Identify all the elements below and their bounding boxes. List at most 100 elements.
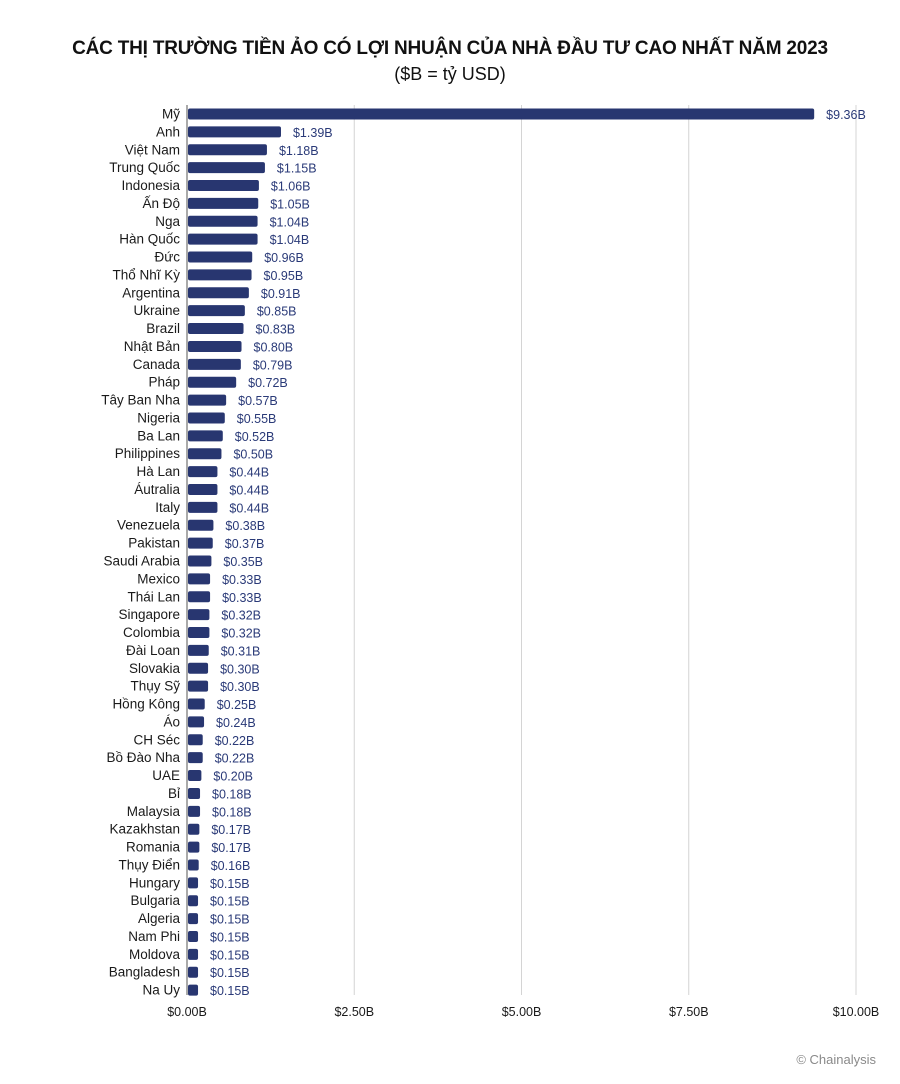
value-label: $0.22B (215, 734, 255, 748)
category-label: Nigeria (137, 410, 180, 425)
category-label: CH Séc (133, 732, 180, 747)
value-label: $1.18B (279, 144, 319, 158)
value-label: $0.31B (221, 644, 261, 658)
value-label: $0.80B (254, 340, 294, 354)
category-label: Pakistan (128, 536, 180, 551)
bar (188, 483, 218, 495)
value-label: $1.06B (271, 180, 311, 194)
value-label: $0.17B (211, 841, 251, 855)
value-label: $0.15B (210, 877, 250, 891)
value-label: $0.15B (210, 930, 250, 944)
value-label: $0.50B (233, 448, 273, 462)
chart-subtitle: ($B = tỷ USD) (394, 64, 506, 84)
value-label: $0.33B (222, 591, 262, 605)
value-label: $0.22B (215, 752, 255, 766)
category-label: Venezuela (117, 518, 181, 533)
value-label: $0.35B (223, 555, 263, 569)
bar (188, 930, 199, 942)
value-label: $0.30B (220, 680, 260, 694)
bar (188, 859, 199, 871)
value-label: $0.25B (217, 698, 257, 712)
category-label: Bangladesh (109, 965, 180, 980)
category-label: UAE (152, 768, 180, 783)
category-label: Việt Nam (125, 142, 180, 157)
category-label: Thổ Nhĩ Kỳ (112, 267, 180, 282)
category-label: Na Uy (142, 983, 180, 998)
category-label: Bulgaria (130, 893, 180, 908)
bar (188, 555, 212, 567)
bar (188, 466, 218, 478)
bar (188, 162, 265, 174)
bar (188, 358, 241, 370)
category-label: Anh (156, 124, 180, 139)
bar (188, 716, 205, 728)
value-label: $0.44B (229, 501, 269, 515)
bar (188, 662, 209, 674)
bar (188, 501, 218, 513)
bar (188, 573, 211, 585)
value-label: $0.96B (264, 251, 304, 265)
value-label: $0.55B (237, 412, 277, 426)
category-label: Brazil (146, 321, 180, 336)
category-label: Mỹ (162, 107, 180, 122)
bar (188, 412, 225, 424)
value-label: $1.04B (270, 215, 310, 229)
bar (188, 644, 209, 656)
source-credit: © Chainalysis (796, 1052, 876, 1067)
x-tick-label: $0.00B (167, 1005, 207, 1019)
category-label: Hồng Kông (112, 697, 180, 712)
bar (188, 913, 199, 925)
value-label: $0.30B (220, 662, 260, 676)
category-label: Kazakhstan (109, 822, 180, 837)
category-label: Nam Phi (128, 929, 180, 944)
x-tick-label: $10.00B (833, 1005, 880, 1019)
bar (188, 269, 252, 281)
bar (188, 233, 258, 245)
bar (188, 680, 209, 692)
bar (188, 591, 211, 603)
bar (188, 448, 222, 460)
bar (188, 698, 205, 710)
value-label: $0.20B (213, 770, 253, 784)
value-label: $1.05B (270, 197, 310, 211)
value-label: $0.83B (256, 323, 296, 337)
value-label: $0.15B (210, 895, 250, 909)
category-label: Indonesia (121, 178, 180, 193)
value-label: $1.04B (270, 233, 310, 247)
value-label: $0.57B (238, 394, 278, 408)
bar (188, 519, 214, 531)
bar (188, 752, 203, 764)
value-label: $0.15B (210, 984, 250, 998)
category-label: Ấn Độ (142, 196, 180, 211)
category-label: Áo (163, 714, 180, 729)
bar (188, 251, 253, 263)
category-label: Canada (133, 357, 181, 372)
value-label: $0.44B (229, 466, 269, 480)
category-label: Argentina (122, 285, 180, 300)
category-label: Romania (126, 840, 181, 855)
value-label: $1.39B (293, 126, 333, 140)
category-label: Moldova (129, 947, 181, 962)
value-label: $0.37B (225, 537, 265, 551)
bar (188, 787, 201, 799)
bar (188, 394, 227, 406)
bar (188, 430, 223, 442)
category-label: Thái Lan (127, 589, 180, 604)
bar (188, 877, 199, 889)
x-tick-label: $2.50B (334, 1005, 374, 1019)
category-label: Nhật Bản (124, 339, 180, 354)
bar (188, 108, 815, 120)
value-label: $0.85B (257, 305, 297, 319)
category-label: Colombia (123, 625, 181, 640)
bars (188, 108, 815, 996)
category-label: Mexico (137, 571, 180, 586)
category-label: Tây Ban Nha (101, 393, 180, 408)
value-label: $0.52B (235, 430, 275, 444)
value-label: $1.15B (277, 162, 317, 176)
category-label: Thụy Điển (118, 857, 180, 872)
bar (188, 805, 201, 817)
labels: Mỹ $9.36B Anh $1.39B Việt Nam $1.18B Trung Quố… (101, 107, 866, 999)
value-label: $0.44B (229, 483, 269, 497)
bar (188, 948, 199, 960)
bar (188, 126, 281, 138)
